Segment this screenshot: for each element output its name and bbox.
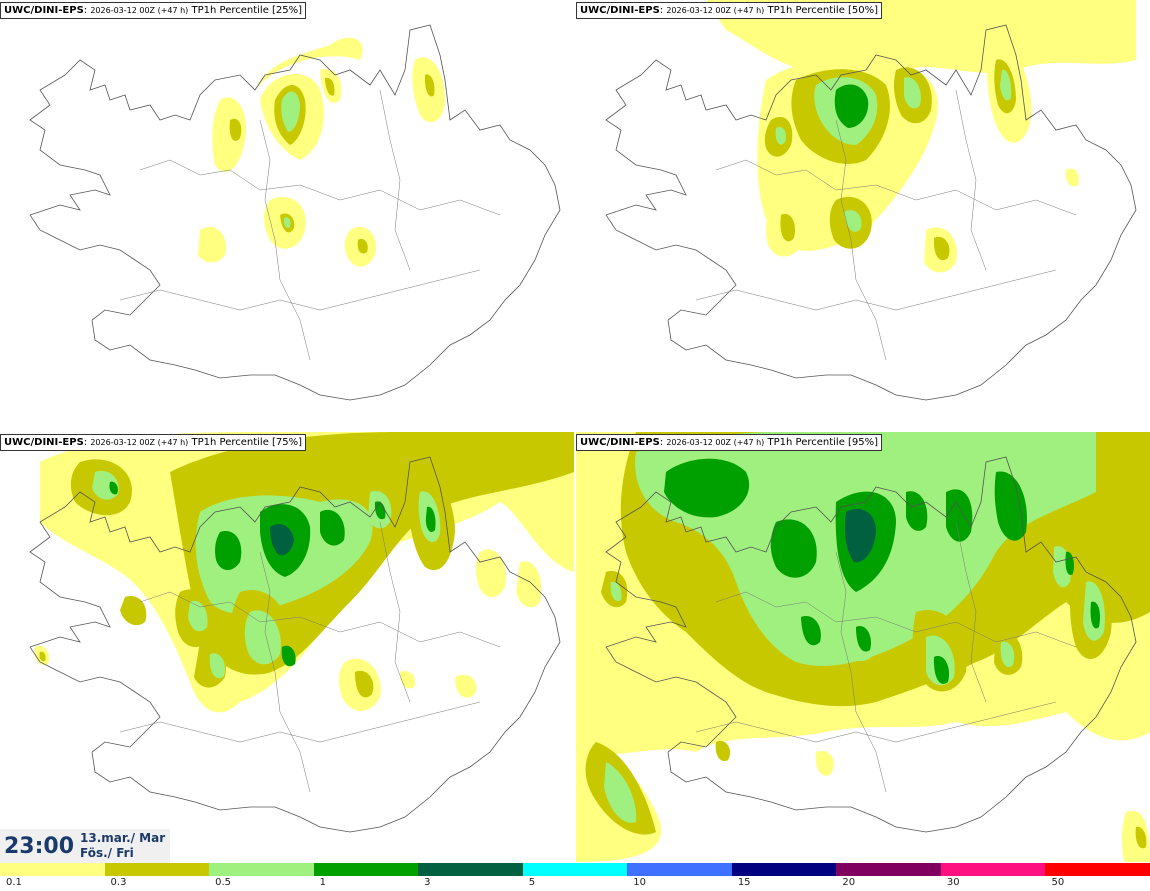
map-panel-p25: UWC/DINI-EPS: 2026-03-12 00Z (+47 h) TP1… <box>0 0 574 430</box>
precip-field <box>576 432 1150 862</box>
colorbar <box>0 863 1150 876</box>
colorbar-segment <box>522 863 628 876</box>
colorbar-tick-label: 1 <box>319 877 326 888</box>
colorbar-tick-label: 3 <box>424 877 431 888</box>
colorbar-tick-label: 5 <box>528 877 536 888</box>
precip-field <box>34 432 574 713</box>
map-canvas <box>29 432 574 833</box>
colorbar-tick-label: 30 <box>946 877 960 888</box>
colorbar-tick-label: 20 <box>842 877 856 888</box>
colorbar-tick-label: 0.3 <box>110 877 127 888</box>
valid-time-box: 23:00 13.mar./ Mar Fös./ Fri <box>0 829 170 863</box>
colorbar-segment <box>104 863 210 876</box>
panel-title: UWC/DINI-EPS: 2026-03-12 00Z (+47 h) TP1… <box>576 2 883 19</box>
panel-title: UWC/DINI-EPS: 2026-03-12 00Z (+47 h) TP1… <box>576 434 883 451</box>
panel-divider <box>0 430 1150 432</box>
colorbar-segment <box>418 863 523 876</box>
panel-title: UWC/DINI-EPS: 2026-03-12 00Z (+47 h) TP1… <box>0 434 307 451</box>
colorbar-segment <box>940 863 1046 876</box>
colorbar-segment <box>1045 863 1150 876</box>
colorbar-segment <box>0 863 105 876</box>
map-canvas <box>29 24 561 401</box>
map-panel-p75: UWC/DINI-EPS: 2026-03-12 00Z (+47 h) TP1… <box>0 432 574 862</box>
valid-date: 13.mar./ Mar <box>80 831 166 845</box>
colorbar-tick-label: 0.5 <box>215 877 231 888</box>
valid-time: 23:00 <box>4 834 75 859</box>
precip-field <box>198 37 445 267</box>
precip-field <box>706 0 1136 273</box>
colorbar-tick-label: 15 <box>737 877 751 888</box>
colorbar-tick-label: 10 <box>633 877 646 888</box>
map-panel-p95: UWC/DINI-EPS: 2026-03-12 00Z (+47 h) TP1… <box>576 432 1150 862</box>
valid-weekday: Fös./ Fri <box>80 846 134 860</box>
colorbar-tick-label: 0.1 <box>6 877 22 888</box>
colorbar-tick-label: 50 <box>1051 877 1065 888</box>
map-canvas <box>576 432 1150 862</box>
colorbar-segment <box>209 863 314 876</box>
colorbar-ticks: 0.1 0.3 0.5 1 3 5 10 15 20 30 50 <box>0 876 1150 891</box>
map-canvas <box>605 0 1137 401</box>
colorbar-segment <box>627 863 732 876</box>
colorbar-segment <box>836 863 941 876</box>
panel-title: UWC/DINI-EPS: 2026-03-12 00Z (+47 h) TP1… <box>0 2 307 19</box>
colorbar-segment <box>313 863 419 876</box>
colorbar-segment <box>731 863 837 876</box>
map-panel-p50: UWC/DINI-EPS: 2026-03-12 00Z (+47 h) TP1… <box>576 0 1150 430</box>
